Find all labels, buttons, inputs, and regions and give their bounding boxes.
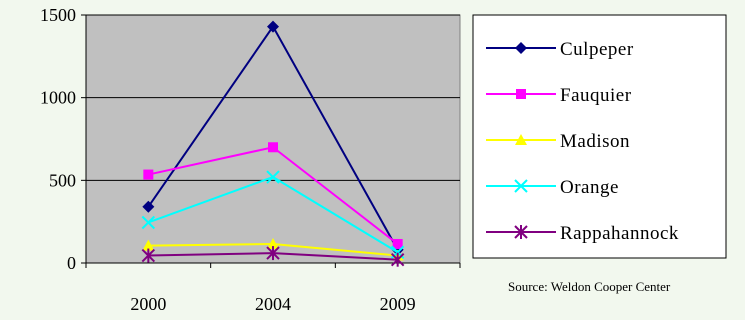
legend-label: Culpeper bbox=[560, 39, 634, 60]
legend-label: Rappahannock bbox=[560, 223, 679, 244]
data-point bbox=[141, 215, 156, 230]
y-axis-ticks: 0 500 1000 1500 bbox=[40, 5, 86, 273]
plot-area bbox=[85, 14, 461, 264]
y-tick-label: 1000 bbox=[40, 88, 76, 108]
legend: Culpeper Fauquier Madison Orange Rappahannoc… bbox=[472, 14, 727, 259]
legend-label: Orange bbox=[560, 177, 619, 198]
legend-marker bbox=[516, 89, 526, 99]
series-orange bbox=[141, 170, 405, 259]
data-point bbox=[142, 200, 155, 213]
legend-entry: Culpeper bbox=[486, 39, 634, 60]
legend-entry: Rappahannock bbox=[486, 223, 679, 244]
data-point bbox=[143, 169, 154, 180]
legend-marker bbox=[514, 225, 528, 239]
legend-marker bbox=[514, 179, 528, 193]
series bbox=[141, 20, 405, 267]
x-tick-label: 2009 bbox=[380, 294, 416, 314]
series-fauquier bbox=[143, 142, 403, 249]
series-rappahannock bbox=[141, 246, 405, 267]
legend-entry: Madison bbox=[486, 131, 630, 152]
data-point bbox=[266, 246, 280, 261]
data-point bbox=[266, 170, 280, 184]
x-tick-label: 2004 bbox=[255, 294, 291, 314]
data-point bbox=[267, 237, 279, 249]
legend-marker bbox=[515, 134, 527, 145]
y-tick-label: 500 bbox=[49, 170, 76, 190]
x-axis-ticks: 2000 2004 2009 bbox=[85, 263, 461, 314]
data-point bbox=[141, 248, 156, 263]
data-point bbox=[392, 238, 403, 249]
legend-label: Madison bbox=[560, 131, 630, 152]
source-annotation: Source: Weldon Cooper Center bbox=[508, 279, 671, 294]
data-point bbox=[268, 142, 278, 153]
data-point bbox=[142, 239, 155, 251]
legend-label: Fauquier bbox=[560, 85, 632, 106]
data-point bbox=[267, 20, 279, 33]
legend-entry: Orange bbox=[486, 177, 619, 198]
gridlines bbox=[86, 14, 460, 181]
y-tick-label: 1500 bbox=[40, 5, 76, 25]
legend-box bbox=[472, 14, 727, 259]
data-point bbox=[390, 252, 405, 267]
x-tick-label: 2000 bbox=[130, 294, 166, 314]
legend-entry: Fauquier bbox=[486, 85, 632, 106]
y-tick-label: 0 bbox=[67, 253, 76, 273]
legend-marker bbox=[515, 42, 527, 54]
